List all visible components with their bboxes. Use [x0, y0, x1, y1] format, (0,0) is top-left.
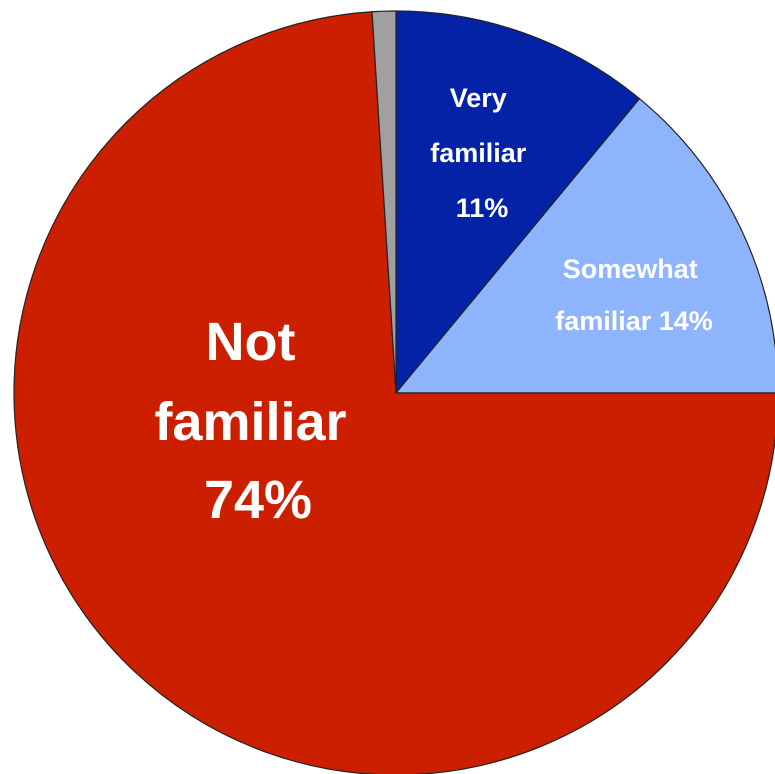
- pie-slices: [13, 10, 775, 774]
- label-very-familiar-line-1: Very: [450, 83, 507, 113]
- pie-slice-not: [13, 11, 775, 774]
- label-not-familiar-line-3: 74%: [204, 470, 312, 530]
- pie-slice-other: [371, 10, 397, 394]
- label-very-familiar-line-2: familiar: [430, 138, 527, 168]
- label-very-familiar-line-3: 11%: [456, 193, 509, 223]
- label-somewhat-familiar: Somewhat familiar 14%: [555, 254, 713, 336]
- label-very-familiar: Very familiar 11%: [430, 83, 534, 223]
- label-somewhat-familiar-line-2: familiar 14%: [555, 306, 713, 336]
- label-not-familiar-line-2: familiar: [154, 392, 346, 452]
- label-not-familiar-line-1: Not: [206, 312, 296, 372]
- label-not-familiar: Not familiar 74%: [154, 312, 361, 530]
- pie-slice-somewhat: [395, 98, 775, 394]
- pie-slice-very: [395, 10, 641, 394]
- label-somewhat-familiar-line-1: Somewhat: [563, 254, 698, 284]
